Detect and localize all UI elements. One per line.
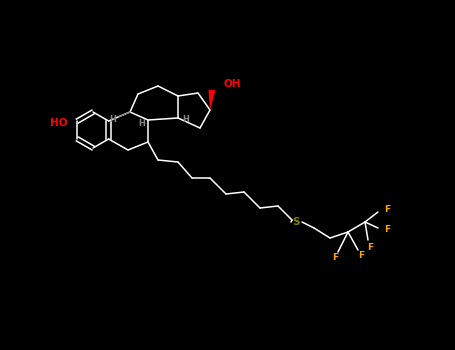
Text: H: H [110,114,116,124]
Text: F: F [332,253,338,262]
Text: H: H [138,119,145,127]
Text: OH: OH [224,79,242,89]
Polygon shape [208,90,216,110]
Text: HO: HO [50,118,67,128]
Text: S: S [292,217,300,227]
Text: F: F [358,252,364,260]
Text: F: F [367,243,373,252]
Text: F: F [384,205,390,215]
Text: H: H [182,116,189,125]
Text: F: F [384,225,390,234]
